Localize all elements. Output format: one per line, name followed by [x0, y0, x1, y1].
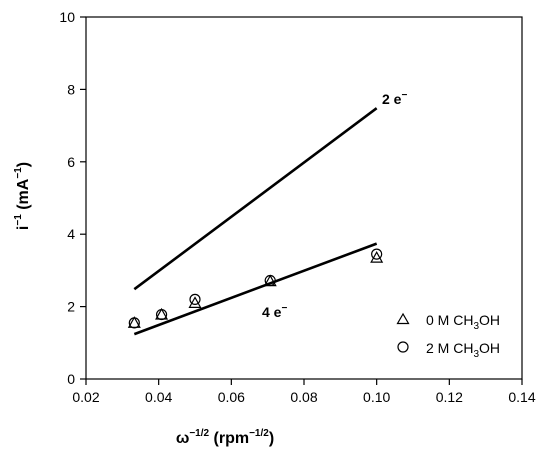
- y-axis-title-unit-close: ): [15, 162, 32, 167]
- x-tick-label: 0.06: [218, 389, 245, 405]
- y-tick-label: 8: [67, 81, 75, 97]
- y-axis-ticks: 0 2 4 6 8 10: [59, 9, 86, 387]
- y-tick-label: 4: [67, 226, 75, 242]
- data-point-circle: [128, 317, 140, 329]
- x-tick-label: 0.14: [508, 389, 535, 405]
- x-axis-title: ω−1/2 (rpm−1/2): [176, 428, 274, 447]
- x-axis-title-base-sup: −1/2: [189, 428, 209, 439]
- data-points: [127, 248, 384, 329]
- legend: 0 M CH3OH 2 M CH3OH: [396, 312, 500, 360]
- y-axis-title-unit-open: (mA: [15, 178, 32, 214]
- x-axis-title-unit-sup: −1/2: [249, 428, 269, 439]
- x-tick-label: 0.10: [363, 389, 390, 405]
- legend-label-0-pre: 0 M CH: [426, 312, 473, 328]
- legend-label-1: 2 M CH3OH: [426, 340, 500, 360]
- x-axis-ticks: 0.02 0.04 0.06 0.08 0.10 0.12 0.14: [72, 379, 536, 405]
- x-tick-label: 0.12: [436, 389, 463, 405]
- y-tick-label: 0: [67, 371, 75, 387]
- legend-label-1-post: OH: [479, 340, 500, 356]
- annotation-4e: 4 e−: [262, 303, 287, 320]
- annotation-2e-sup: −: [401, 90, 407, 101]
- reference-line-0: [133, 107, 378, 291]
- data-point-circle: [371, 248, 383, 260]
- legend-label-1-pre: 2 M CH: [426, 340, 473, 356]
- x-axis-title-unit-open: (rpm: [209, 430, 249, 447]
- legend-label-1-sub: 3: [473, 349, 479, 360]
- reference-lines: [133, 107, 378, 336]
- y-axis-title-base-sup: −1: [13, 214, 24, 226]
- x-tick-label: 0.02: [72, 389, 99, 405]
- data-point-triangle: [188, 296, 202, 308]
- legend-item-1: 2 M CH3OH: [397, 340, 500, 360]
- data-point-triangle: [127, 316, 141, 328]
- data-point-triangle: [370, 250, 384, 263]
- data-point-circle: [155, 308, 168, 321]
- annotation-2e-base: 2 e: [382, 91, 402, 107]
- legend-label-0-sub: 3: [473, 321, 479, 332]
- data-point-circle: [264, 274, 276, 287]
- data-point-circle: [189, 293, 201, 305]
- annotation-4e-sup: −: [281, 303, 287, 314]
- data-point-triangle: [155, 307, 169, 320]
- y-tick-label: 6: [67, 154, 75, 170]
- legend-marker-circle: [397, 341, 409, 353]
- x-tick-label: 0.08: [290, 389, 317, 405]
- x-axis-title-unit-close: ): [269, 430, 274, 447]
- annotation-4e-base: 4 e: [262, 304, 282, 320]
- y-axis-title: i−1 (mA−1): [13, 162, 32, 230]
- y-tick-label: 2: [67, 299, 75, 315]
- x-tick-label: 0.04: [145, 389, 172, 405]
- legend-label-0-post: OH: [479, 312, 500, 328]
- legend-label-0: 0 M CH3OH: [426, 312, 500, 332]
- legend-item-0: 0 M CH3OH: [396, 312, 500, 332]
- y-axis-title-unit-sup: −1: [13, 167, 24, 179]
- x-axis-title-base: ω: [176, 430, 190, 447]
- reference-line-1: [133, 242, 378, 336]
- annotation-2e: 2 e−: [382, 90, 407, 107]
- y-tick-label: 10: [59, 9, 75, 25]
- y-axis-title-base: i: [15, 226, 32, 230]
- legend-marker-triangle: [396, 312, 410, 325]
